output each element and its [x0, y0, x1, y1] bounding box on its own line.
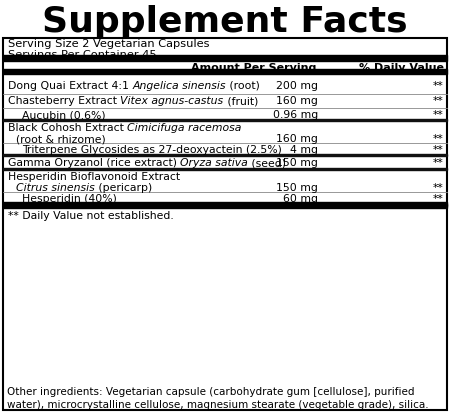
- Text: 150 mg: 150 mg: [276, 158, 318, 168]
- Bar: [3, 154, 447, 156]
- Text: **: **: [432, 158, 443, 168]
- Text: (root & rhizome): (root & rhizome): [16, 134, 106, 144]
- Text: **: **: [432, 96, 443, 106]
- Text: Triterpene Glycosides as 27-deoxyactein (2.5%): Triterpene Glycosides as 27-deoxyactein …: [22, 145, 282, 155]
- Text: Chasteberry Extract: Chasteberry Extract: [8, 96, 121, 106]
- Text: **: **: [432, 110, 443, 120]
- Text: 160 mg: 160 mg: [276, 134, 318, 144]
- Text: (fruit): (fruit): [224, 96, 258, 106]
- Bar: [3, 69, 447, 74]
- Text: (pericarp): (pericarp): [95, 183, 152, 193]
- Text: (root): (root): [226, 81, 260, 91]
- Text: ** Daily Value not established.: ** Daily Value not established.: [8, 211, 174, 221]
- Text: 0.96 mg: 0.96 mg: [273, 110, 318, 120]
- Text: **: **: [432, 145, 443, 155]
- Bar: [3, 168, 447, 170]
- Text: Hesperidin Bioflavonoid Extract: Hesperidin Bioflavonoid Extract: [8, 172, 180, 182]
- Text: Oryza sativa: Oryza sativa: [180, 158, 248, 168]
- Text: Supplement Facts: Supplement Facts: [42, 5, 408, 39]
- Text: % Daily Value: % Daily Value: [359, 63, 444, 73]
- Text: 60 mg: 60 mg: [283, 194, 318, 204]
- Text: Vitex agnus-castus: Vitex agnus-castus: [121, 96, 224, 106]
- Text: Aucubin (0.6%): Aucubin (0.6%): [22, 110, 106, 120]
- Text: (seed): (seed): [248, 158, 286, 168]
- Text: **: **: [432, 194, 443, 204]
- Text: 160 mg: 160 mg: [276, 96, 318, 106]
- Text: **: **: [432, 183, 443, 193]
- Text: **: **: [432, 134, 443, 144]
- Bar: [3, 202, 447, 208]
- Text: Citrus sinensis: Citrus sinensis: [16, 183, 95, 193]
- Text: **: **: [432, 81, 443, 91]
- Text: Serving Size 2 Vegetarian Capsules: Serving Size 2 Vegetarian Capsules: [8, 39, 210, 49]
- Text: Servings Per Container 45: Servings Per Container 45: [8, 50, 157, 60]
- Text: Hesperidin (40%): Hesperidin (40%): [22, 194, 117, 204]
- Bar: [3, 55, 447, 61]
- Text: Black Cohosh Extract: Black Cohosh Extract: [8, 123, 127, 133]
- Bar: [3, 204, 447, 206]
- Text: Gamma Oryzanol (rice extract): Gamma Oryzanol (rice extract): [8, 158, 180, 168]
- Text: Angelica sinensis: Angelica sinensis: [132, 81, 226, 91]
- Bar: [3, 119, 447, 121]
- Text: Dong Quai Extract 4:1: Dong Quai Extract 4:1: [8, 81, 132, 91]
- Text: Amount Per Serving: Amount Per Serving: [191, 63, 316, 73]
- Text: 4 mg: 4 mg: [290, 145, 318, 155]
- Text: Cimicifuga racemosa: Cimicifuga racemosa: [127, 123, 242, 133]
- Text: Other ingredients: Vegetarian capsule (carbohydrate gum [cellulose], purified
wa: Other ingredients: Vegetarian capsule (c…: [7, 387, 428, 410]
- Text: 200 mg: 200 mg: [276, 81, 318, 91]
- Text: 150 mg: 150 mg: [276, 183, 318, 193]
